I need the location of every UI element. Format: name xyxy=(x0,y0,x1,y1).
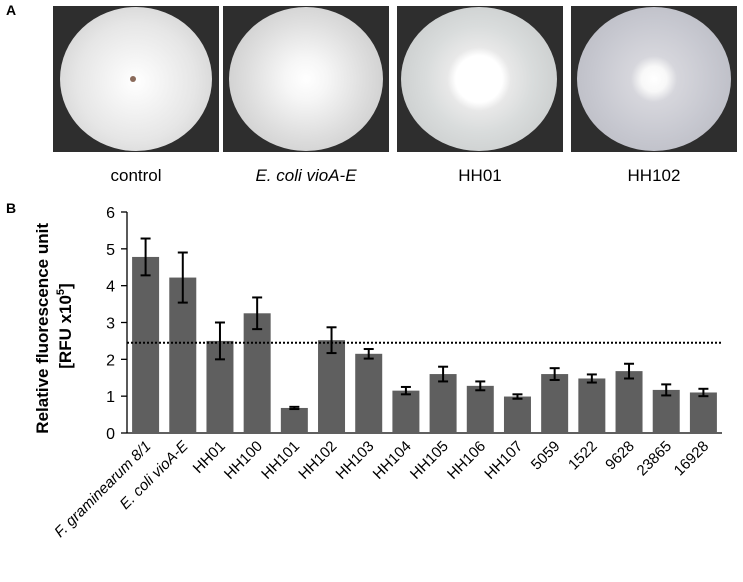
y-tick-label: 6 xyxy=(106,205,115,222)
bar xyxy=(541,374,569,433)
category-label: HH100 xyxy=(221,438,266,483)
y-tick-label: 4 xyxy=(106,279,115,296)
bar xyxy=(578,378,606,433)
bar xyxy=(280,407,308,433)
category-label: HH102 xyxy=(295,438,340,483)
panel-b-label: B xyxy=(6,200,17,216)
bar xyxy=(429,374,457,433)
plate-photo-hh102 xyxy=(571,6,737,152)
bar xyxy=(652,389,680,433)
bar xyxy=(355,353,383,433)
category-label: HH103 xyxy=(333,438,378,483)
y-axis-label-line2: [RFU x105] xyxy=(55,283,75,368)
category-label: HH101 xyxy=(258,438,303,483)
y-tick-label: 3 xyxy=(106,316,115,333)
bar xyxy=(243,313,271,433)
y-tick-label: 0 xyxy=(106,426,115,443)
bar xyxy=(615,371,643,433)
plate-caption-control: control xyxy=(110,166,162,185)
category-label: 1522 xyxy=(565,438,601,474)
plate-caption-ecoli: E. coli vioA-E xyxy=(255,166,357,185)
category-label: HH105 xyxy=(407,438,452,483)
plate-photo-hh01 xyxy=(397,6,563,152)
y-tick-label: 2 xyxy=(106,352,115,369)
bar xyxy=(689,392,717,433)
plate-caption-hh01: HH01 xyxy=(458,166,502,185)
plate-photo-control xyxy=(53,6,219,152)
y-axis-label: Relative fluorescence unit [RFU x105] xyxy=(33,218,75,433)
category-label: 9628 xyxy=(602,438,638,474)
plate-caption-hh102: HH102 xyxy=(627,166,681,185)
y-axis-label-line1: Relative fluorescence unit xyxy=(33,223,52,434)
category-label: 23865 xyxy=(634,438,676,480)
category-label: 5059 xyxy=(528,438,564,474)
plate-photo-ecoli xyxy=(223,6,389,152)
bar xyxy=(503,396,531,433)
panel-a-label: A xyxy=(6,2,17,18)
bar xyxy=(466,385,494,433)
category-label: HH106 xyxy=(444,438,489,483)
bar xyxy=(318,340,346,433)
category-label: 16928 xyxy=(671,438,713,480)
y-tick-label: 5 xyxy=(106,242,115,259)
y-tick-label: 1 xyxy=(106,389,115,406)
category-label: HH104 xyxy=(370,438,415,483)
bar xyxy=(132,256,160,433)
bar xyxy=(392,390,420,433)
category-label: HH107 xyxy=(481,438,526,483)
